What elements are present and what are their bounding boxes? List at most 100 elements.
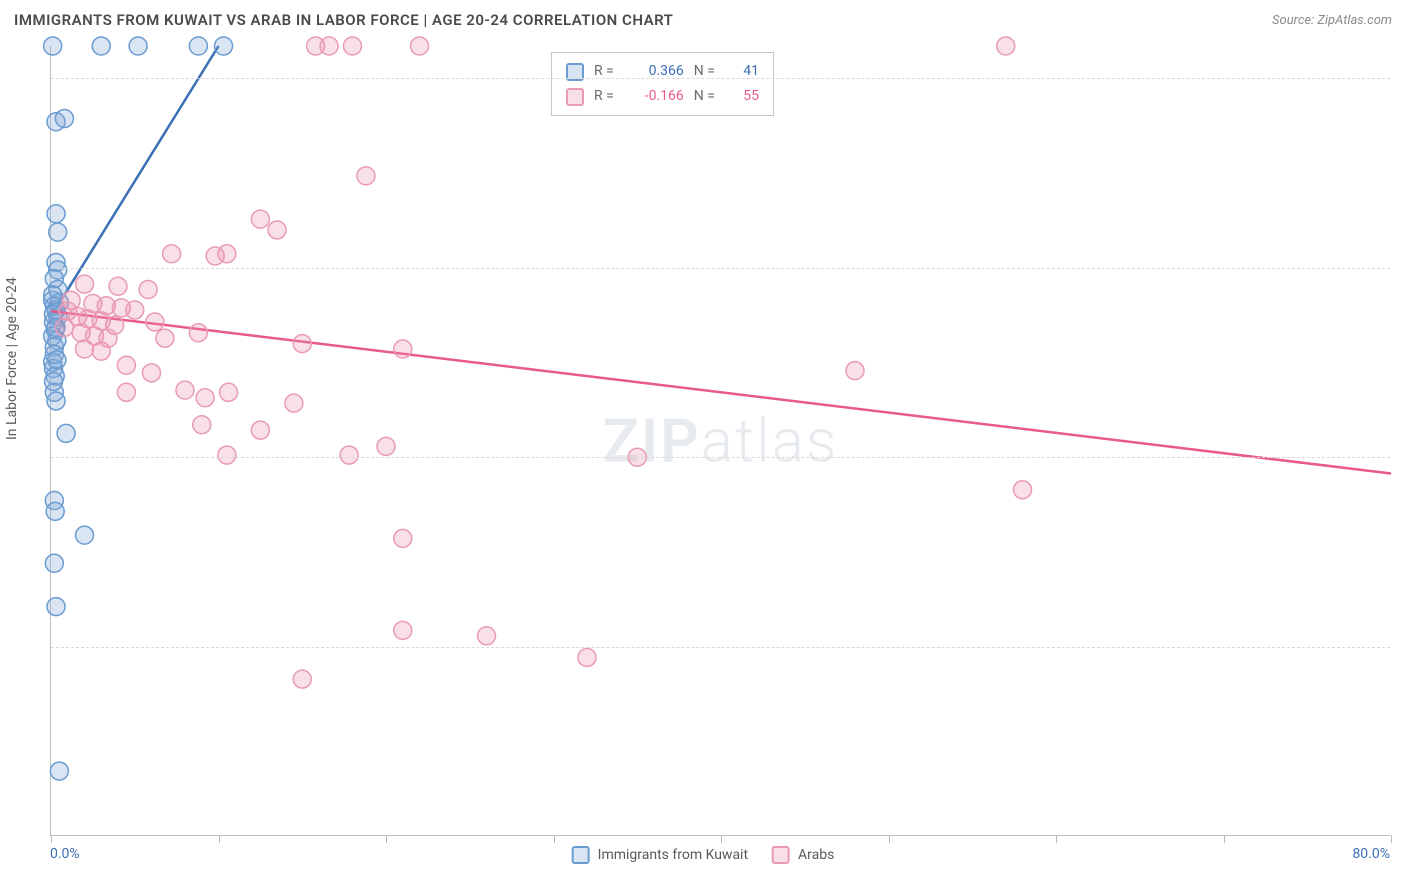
point-kuwait (47, 392, 65, 410)
n-label-2: N = (694, 84, 715, 109)
trend-line-arabs (51, 311, 1391, 473)
bottom-legend: Immigrants from Kuwait Arabs (572, 846, 835, 864)
x-tick (1391, 835, 1392, 843)
point-arabs (344, 37, 362, 55)
point-arabs (578, 648, 596, 666)
legend-row-arabs: R = -0.166 N = 55 (566, 84, 759, 109)
point-arabs (293, 670, 311, 688)
chart-title: IMMIGRANTS FROM KUWAIT VS ARAB IN LABOR … (14, 11, 673, 29)
point-arabs (411, 37, 429, 55)
point-arabs (156, 329, 174, 347)
point-arabs (268, 221, 286, 239)
point-arabs (218, 245, 236, 263)
point-arabs (220, 383, 238, 401)
bottom-swatch-arabs (772, 846, 790, 864)
point-kuwait (47, 598, 65, 616)
grid-line (51, 78, 1390, 79)
bottom-swatch-kuwait (572, 846, 590, 864)
point-arabs (193, 416, 211, 434)
grid-line (51, 268, 1390, 269)
x-tick (721, 835, 722, 843)
source-attribution: Source: ZipAtlas.com (1272, 13, 1392, 28)
point-arabs (394, 529, 412, 547)
point-kuwait (92, 37, 110, 55)
y-tick-label: 47.5% (1396, 639, 1406, 655)
bottom-legend-label-arabs: Arabs (798, 847, 834, 863)
bottom-legend-label-kuwait: Immigrants from Kuwait (598, 847, 748, 863)
point-arabs (218, 446, 236, 464)
grid-line (51, 457, 1390, 458)
legend-row-kuwait: R = 0.366 N = 41 (566, 59, 759, 84)
point-arabs (478, 627, 496, 645)
bottom-legend-item-arabs: Arabs (772, 846, 834, 864)
correlation-legend-box: R = 0.366 N = 41 R = -0.166 N = 55 (551, 52, 774, 116)
point-arabs (126, 301, 144, 319)
point-kuwait (189, 37, 207, 55)
point-kuwait (76, 526, 94, 544)
y-tick-label: 65.0% (1396, 449, 1406, 465)
point-arabs (377, 437, 395, 455)
point-kuwait (129, 37, 147, 55)
point-kuwait (57, 424, 75, 442)
point-arabs (251, 421, 269, 439)
plot-area: ZIPatlas R = 0.366 N = 41 R = -0.166 N =… (50, 46, 1390, 836)
x-tick (554, 835, 555, 843)
point-arabs (357, 167, 375, 185)
point-kuwait (47, 205, 65, 223)
point-arabs (76, 275, 94, 293)
point-arabs (59, 302, 77, 320)
point-kuwait (50, 762, 68, 780)
n-label: N = (694, 59, 715, 84)
y-tick-label: 100.0% (1396, 70, 1406, 86)
bottom-legend-item-kuwait: Immigrants from Kuwait (572, 846, 748, 864)
point-kuwait (55, 110, 73, 128)
point-kuwait (45, 554, 63, 572)
y-tick-label: 82.5% (1396, 260, 1406, 276)
point-arabs (394, 340, 412, 358)
legend-swatch-arabs (566, 88, 584, 106)
point-arabs (340, 446, 358, 464)
point-arabs (109, 277, 127, 295)
point-kuwait (44, 286, 62, 304)
point-kuwait (48, 351, 66, 369)
r-value-arabs: -0.166 (624, 84, 684, 109)
grid-line (51, 647, 1390, 648)
point-arabs (285, 394, 303, 412)
point-arabs (139, 280, 157, 298)
point-arabs (143, 364, 161, 382)
x-tick (219, 835, 220, 843)
x-tick (889, 835, 890, 843)
point-arabs (320, 37, 338, 55)
header-bar: IMMIGRANTS FROM KUWAIT VS ARAB IN LABOR … (0, 0, 1406, 40)
point-kuwait (49, 223, 67, 241)
point-arabs (394, 621, 412, 639)
x-tick (1056, 835, 1057, 843)
point-arabs (846, 362, 864, 380)
point-arabs (196, 389, 214, 407)
r-value-kuwait: 0.366 (624, 59, 684, 84)
r-label-2: R = (594, 84, 614, 109)
point-kuwait (44, 37, 62, 55)
r-label: R = (594, 59, 614, 84)
x-tick (51, 835, 52, 843)
point-kuwait (46, 502, 64, 520)
x-tick (1224, 835, 1225, 843)
point-arabs (117, 383, 135, 401)
x-axis-min-label: 0.0% (50, 846, 80, 862)
n-value-kuwait: 41 (725, 59, 759, 84)
point-kuwait (215, 37, 233, 55)
point-arabs (293, 335, 311, 353)
point-arabs (76, 340, 94, 358)
point-arabs (163, 245, 181, 263)
point-arabs (997, 37, 1015, 55)
y-axis-title: In Labor Force | Age 20-24 (4, 277, 20, 440)
x-tick (386, 835, 387, 843)
scatter-svg (51, 46, 1390, 835)
trend-line-kuwait (51, 46, 219, 317)
point-arabs (176, 381, 194, 399)
point-arabs (92, 342, 110, 360)
point-arabs (251, 210, 269, 228)
point-arabs (1014, 481, 1032, 499)
x-axis-max-label: 80.0% (1352, 846, 1390, 862)
point-arabs (117, 356, 135, 374)
